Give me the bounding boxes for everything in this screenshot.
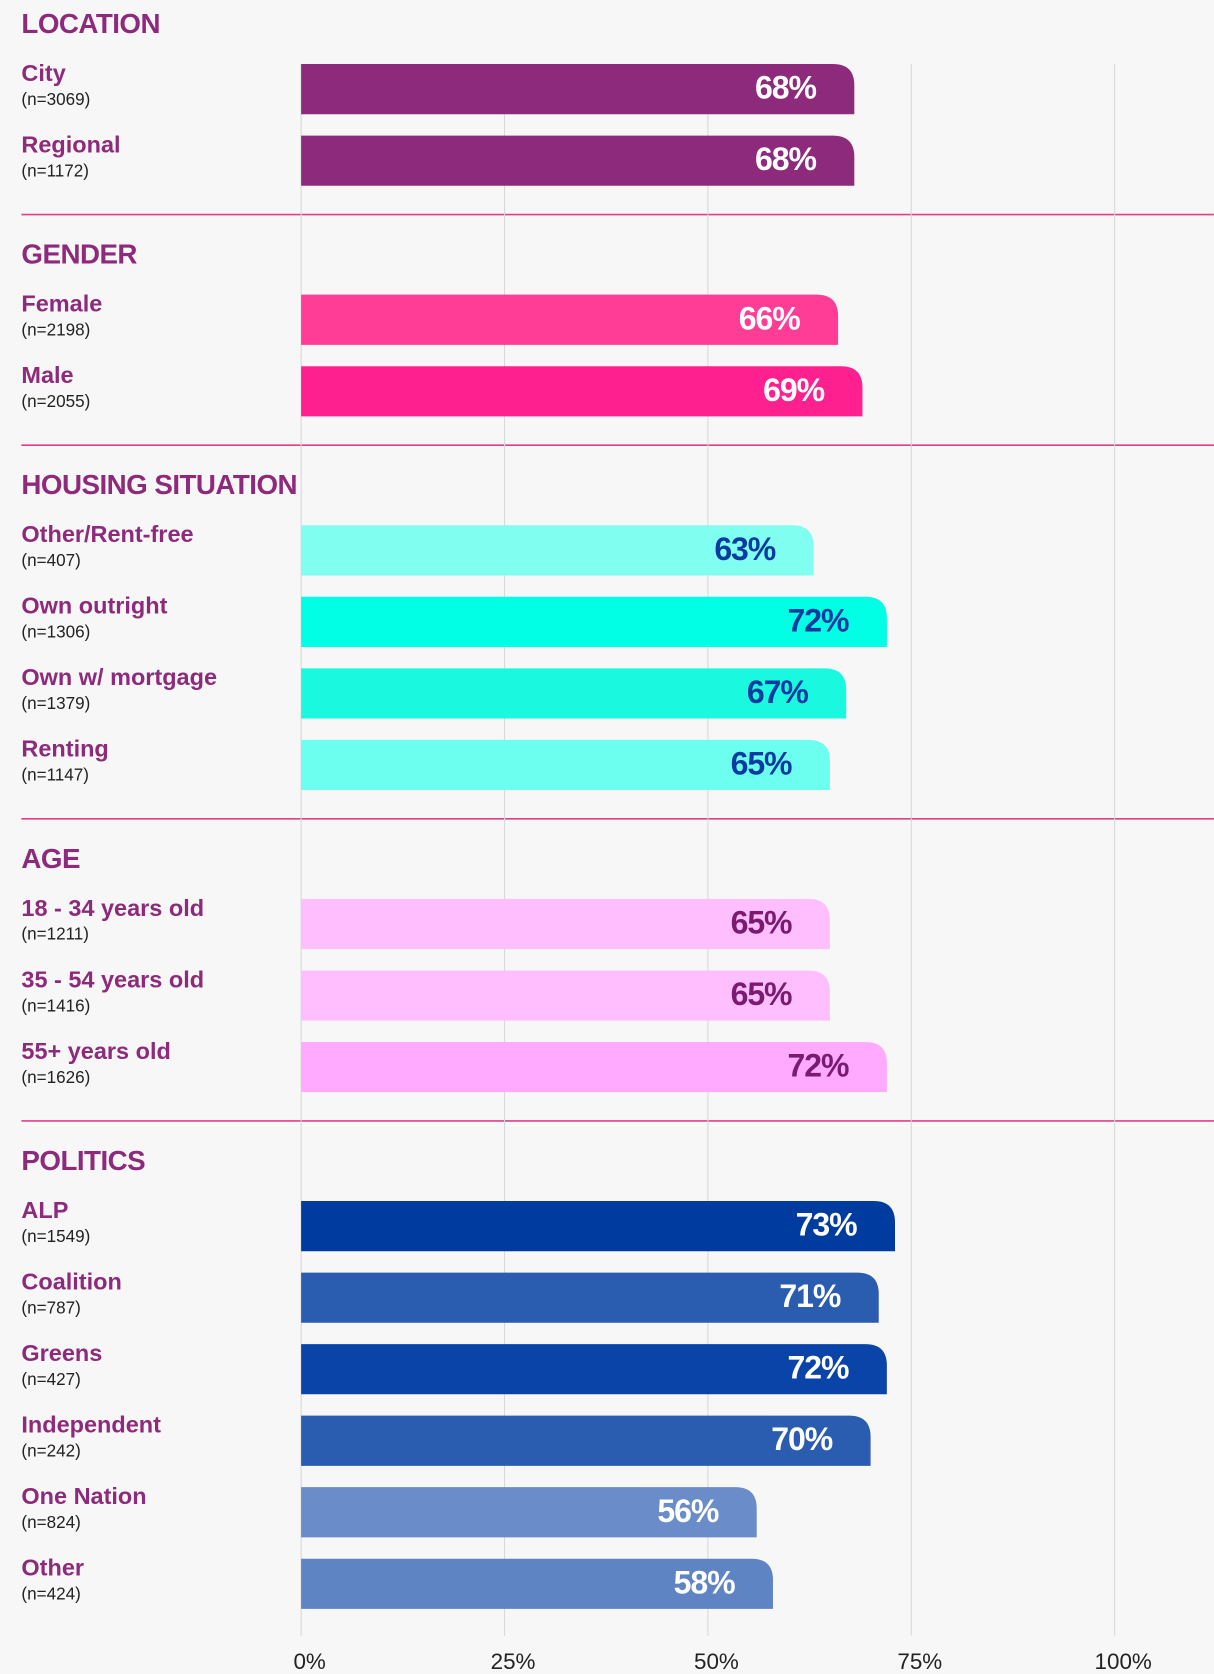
x-tick-label: 100% bbox=[1095, 1649, 1152, 1674]
bar bbox=[301, 135, 855, 186]
sample-size: (n=2055) bbox=[21, 392, 90, 411]
value-label: 65% bbox=[731, 976, 792, 1012]
category-label: City bbox=[21, 60, 65, 86]
category-label: Male bbox=[21, 362, 73, 388]
bar bbox=[301, 1344, 887, 1395]
value-label: 69% bbox=[763, 372, 824, 408]
bar bbox=[301, 366, 863, 417]
bar bbox=[301, 898, 830, 950]
group-title: HOUSING SITUATION bbox=[21, 469, 297, 500]
value-label: 65% bbox=[731, 745, 792, 781]
x-tick-label: 50% bbox=[694, 1649, 739, 1674]
x-tick-label: 25% bbox=[491, 1649, 536, 1674]
bar bbox=[301, 1487, 757, 1538]
sample-size: (n=424) bbox=[21, 1585, 80, 1604]
value-label: 72% bbox=[788, 1048, 849, 1084]
sample-size: (n=242) bbox=[21, 1441, 80, 1460]
bar bbox=[301, 970, 830, 1021]
value-label: 58% bbox=[674, 1564, 735, 1600]
value-label: 68% bbox=[755, 70, 816, 106]
bar bbox=[301, 596, 887, 647]
sample-size: (n=1147) bbox=[21, 766, 89, 785]
value-label: 68% bbox=[755, 141, 816, 177]
sample-size: (n=1416) bbox=[21, 996, 90, 1015]
category-label: ALP bbox=[21, 1197, 68, 1223]
value-label: 65% bbox=[731, 905, 792, 941]
category-label: Greens bbox=[21, 1340, 102, 1366]
category-label: Own outright bbox=[21, 593, 167, 619]
category-label: 35 - 54 years old bbox=[21, 966, 204, 992]
category-label: Other bbox=[21, 1555, 84, 1581]
value-label: 67% bbox=[747, 674, 808, 710]
category-label: Regional bbox=[21, 131, 120, 157]
sample-size: (n=1626) bbox=[21, 1068, 90, 1087]
sample-size: (n=1306) bbox=[21, 623, 90, 642]
group-title: LOCATION bbox=[21, 8, 160, 39]
sample-size: (n=407) bbox=[21, 551, 80, 570]
category-label: 18 - 34 years old bbox=[21, 895, 204, 921]
value-label: 72% bbox=[788, 1350, 849, 1386]
bar bbox=[301, 1558, 773, 1609]
category-label: Other/Rent-free bbox=[21, 521, 193, 547]
sample-size: (n=824) bbox=[21, 1513, 80, 1532]
sample-size: (n=1379) bbox=[21, 694, 90, 713]
sample-size: (n=2198) bbox=[21, 320, 90, 339]
x-tick-label: 75% bbox=[897, 1649, 942, 1674]
sample-size: (n=1549) bbox=[21, 1227, 90, 1246]
value-label: 71% bbox=[779, 1278, 840, 1314]
value-label: 56% bbox=[657, 1493, 718, 1529]
value-label: 63% bbox=[714, 531, 775, 567]
bar bbox=[301, 1201, 895, 1252]
value-label: 73% bbox=[796, 1207, 857, 1243]
value-label: 66% bbox=[739, 300, 800, 336]
category-label: Independent bbox=[21, 1412, 161, 1438]
category-label: Own w/ mortgage bbox=[21, 664, 217, 690]
sample-size: (n=1172) bbox=[21, 161, 89, 180]
sample-size: (n=427) bbox=[21, 1370, 80, 1389]
sample-size: (n=3069) bbox=[21, 90, 90, 109]
value-label: 72% bbox=[788, 602, 849, 638]
category-label: 55+ years old bbox=[21, 1038, 170, 1064]
sample-size: (n=1211) bbox=[21, 925, 89, 944]
bar bbox=[301, 668, 847, 719]
bar bbox=[301, 1041, 887, 1093]
category-label: Renting bbox=[21, 736, 108, 762]
bar bbox=[301, 1272, 879, 1323]
x-tick-label: 0% bbox=[293, 1649, 325, 1674]
bar bbox=[301, 525, 814, 576]
category-label: One Nation bbox=[21, 1483, 146, 1509]
bar bbox=[301, 64, 855, 115]
bar bbox=[301, 1415, 871, 1466]
bar bbox=[301, 739, 830, 791]
category-label: Female bbox=[21, 291, 102, 317]
category-label: Coalition bbox=[21, 1268, 121, 1294]
group-title: AGE bbox=[21, 843, 80, 874]
group-title: POLITICS bbox=[21, 1145, 145, 1176]
bar bbox=[301, 294, 839, 345]
value-label: 70% bbox=[771, 1421, 832, 1457]
sample-size: (n=787) bbox=[21, 1298, 80, 1317]
group-title: GENDER bbox=[21, 239, 137, 270]
